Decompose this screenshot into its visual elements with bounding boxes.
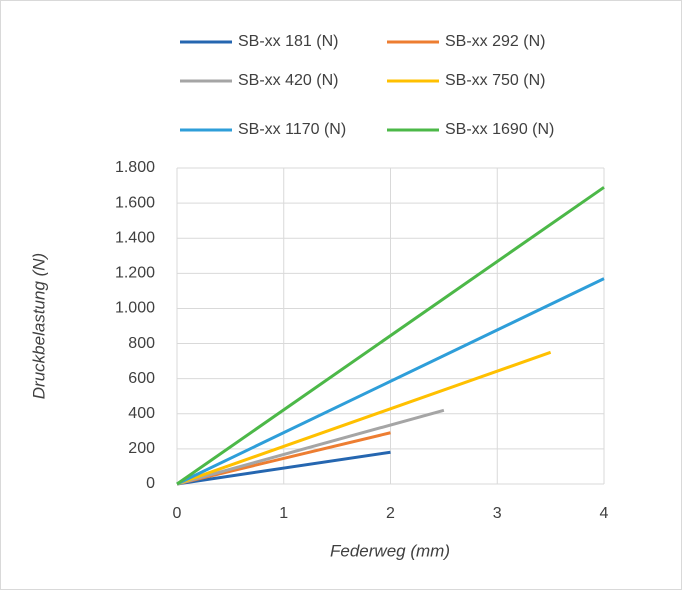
y-tick-label: 1.400 [115, 229, 155, 246]
y-tick-label: 600 [128, 370, 155, 387]
x-tick-label: 0 [173, 505, 182, 522]
x-tick-label: 4 [600, 505, 609, 522]
x-tick-label: 1 [279, 505, 288, 522]
legend-label: SB-xx 1170 (N) [238, 121, 346, 138]
y-tick-label: 1.800 [115, 159, 155, 176]
y-tick-label: 1.200 [115, 265, 155, 282]
x-axis-label: Federweg (mm) [330, 541, 450, 560]
x-tick-label: 2 [386, 505, 395, 522]
series-line [176, 408, 445, 486]
series-line [176, 277, 605, 486]
y-tick-label: 200 [128, 440, 155, 457]
legend-label: SB-xx 292 (N) [445, 33, 545, 50]
x-tick-label: 3 [493, 505, 502, 522]
y-axis-label: Druckbelastung (N) [29, 253, 48, 399]
series-line [176, 450, 391, 486]
legend-label: SB-xx 1690 (N) [445, 121, 554, 138]
legend-label: SB-xx 181 (N) [238, 33, 338, 50]
y-tick-label: 1.600 [115, 194, 155, 211]
series-line [176, 186, 605, 486]
y-tick-label: 1.000 [115, 300, 155, 317]
y-tick-label: 400 [128, 405, 155, 422]
series-line [176, 350, 552, 486]
legend-label: SB-xx 420 (N) [238, 72, 338, 89]
legend-label: SB-xx 750 (N) [445, 72, 545, 89]
y-tick-label: 800 [128, 335, 155, 352]
y-tick-label: 0 [146, 475, 155, 492]
